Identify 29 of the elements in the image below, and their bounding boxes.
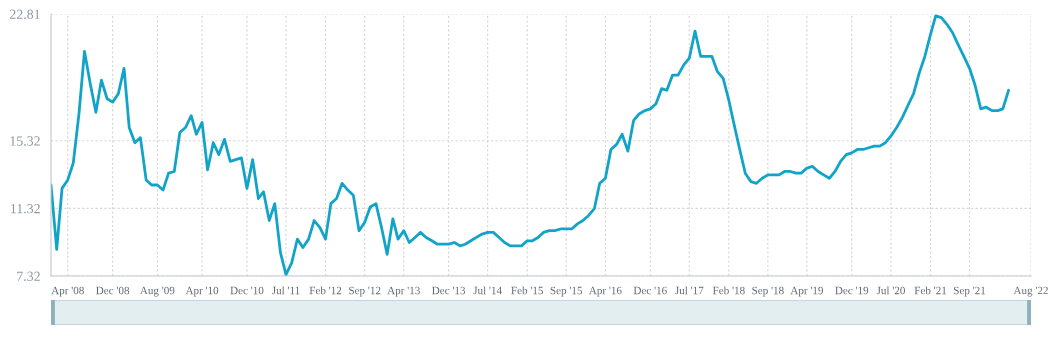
x-tick-label: Dec '16 [633,286,667,295]
x-tick-label: Apr '13 [387,286,420,297]
x-tick-label: Jul '11 [271,286,300,295]
x-tick-label: Sep '12 [349,286,381,297]
y-tick-label: 7.32 [17,271,40,282]
x-tick-label: Dec '08 [96,286,130,295]
x-tick-label: Feb '21 [914,286,947,295]
x-tick-label: Feb '18 [712,286,745,295]
y-tick-label: 11.32 [11,203,40,214]
x-tick-label: Sep '15 [550,286,583,297]
x-tick-label: Apr '19 [790,286,824,297]
x-tick-label: Sep '18 [752,286,784,297]
x-tick-label: Apr '08 [51,286,84,297]
y-tick-label: 15.32 [10,136,40,146]
x-tick-label: Aug '09 [139,286,175,297]
y-tick-label: 22.81 [9,9,40,20]
x-tick-label: Apr '10 [185,286,219,297]
x-tick-label: Jul '20 [876,286,905,295]
x-tick-label: Dec '13 [432,286,466,295]
x-tick-label: Jul '14 [473,286,502,295]
x-tick-label: Feb '12 [309,286,342,295]
x-tick-label: Sep '21 [954,286,986,297]
x-tick-label: Apr '16 [588,286,622,297]
x-tick-label: Jul '17 [675,286,704,295]
x-tick-label: Dec '10 [230,286,264,295]
x-tick-label: Aug '22 [1013,286,1048,297]
line-series [51,14,1010,276]
x-tick-label: Feb '15 [511,286,544,295]
x-tick-label: Dec '19 [835,286,869,295]
